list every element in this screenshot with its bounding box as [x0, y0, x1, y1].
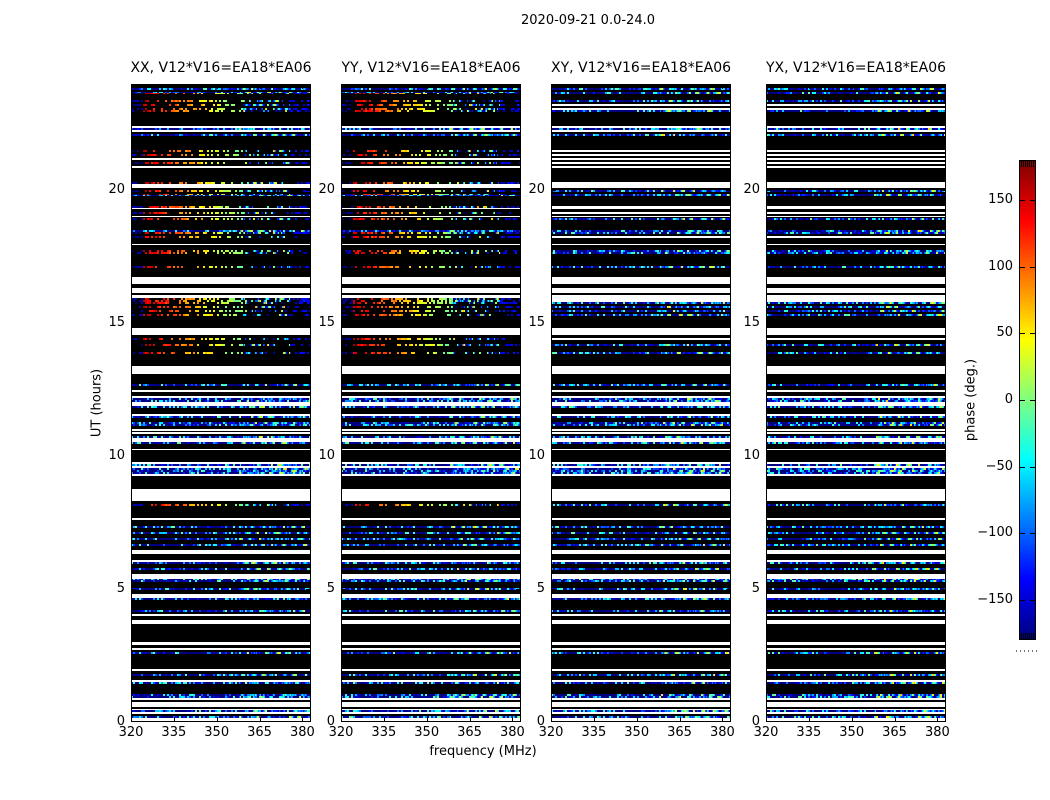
y-tick-label: 20: [743, 182, 760, 198]
x-tick-label: 320: [538, 725, 564, 740]
colorbar-tick-label: 150: [988, 192, 1013, 207]
panel-title-xx: XX, V12*V16=EA18*EA06: [130, 60, 312, 76]
heatmap-panel-xx: [131, 84, 311, 722]
y-tick-label: 10: [318, 448, 335, 464]
y-tick-label: 20: [108, 182, 125, 198]
y-tick-label: 20: [528, 182, 545, 198]
panel-title-yy: YY, V12*V16=EA18*EA06: [341, 60, 521, 76]
colorbar-tick-label: 50: [996, 325, 1013, 341]
y-tick-label: 0: [326, 714, 335, 729]
heatmap-panel-yy: [341, 84, 521, 722]
figure-title: 2020-09-21 0.0-24.0: [521, 13, 655, 28]
x-tick-label: 350: [839, 725, 865, 740]
x-tick-label: 320: [328, 725, 354, 740]
y-tick-label: 15: [743, 315, 760, 331]
x-tick-label: 350: [414, 725, 440, 740]
y-tick-label: 10: [743, 448, 760, 464]
colorbar-tick-label: 0: [1004, 392, 1013, 407]
colorbar-tick-label: −150: [977, 592, 1013, 607]
y-tick-label: 15: [528, 315, 545, 331]
y-tick-label: 0: [536, 714, 545, 729]
y-tick-label: 10: [108, 448, 125, 464]
x-axis-label: frequency (MHz): [429, 744, 537, 759]
x-tick-label: 380: [710, 725, 735, 740]
x-tick-label: 335: [161, 725, 187, 740]
heatmap-panel-yx: [766, 84, 946, 722]
y-tick-label: 10: [528, 448, 545, 464]
x-tick-label: 320: [118, 725, 144, 740]
x-tick-label: 365: [667, 725, 692, 740]
y-axis-label: UT (hours): [89, 368, 105, 438]
x-tick-label: 380: [290, 725, 315, 740]
panel-title-xy: XY, V12*V16=EA18*EA06: [550, 60, 732, 76]
x-tick-label: 335: [371, 725, 397, 740]
y-tick-label: 5: [751, 581, 760, 597]
y-tick-label: 0: [116, 714, 125, 729]
y-tick-label: 5: [116, 581, 125, 597]
y-tick-label: 0: [751, 714, 760, 729]
heatmap-panel-xy: [551, 84, 731, 722]
y-tick-label: 5: [326, 581, 335, 597]
colorbar-tick-label: −50: [985, 458, 1013, 474]
x-tick-label: 365: [457, 725, 482, 740]
y-tick-label: 20: [318, 182, 335, 198]
x-tick-label: 320: [753, 725, 779, 740]
y-tick-label: 5: [536, 581, 545, 597]
x-tick-label: 365: [247, 725, 272, 740]
colorbar: [1019, 160, 1036, 640]
x-tick-label: 335: [581, 725, 607, 740]
y-tick-label: 15: [108, 315, 125, 331]
x-tick-label: 335: [796, 725, 822, 740]
y-tick-label: 15: [318, 315, 335, 331]
panel-title-yx: YX, V12*V16=EA18*EA06: [765, 60, 947, 76]
colorbar-extend-dots: [1016, 650, 1040, 652]
x-tick-label: 380: [925, 725, 950, 740]
colorbar-tick-label: 100: [988, 258, 1013, 274]
x-tick-label: 380: [500, 725, 525, 740]
colorbar-tick-label: −100: [977, 525, 1013, 541]
x-tick-label: 350: [204, 725, 230, 740]
x-tick-label: 365: [882, 725, 907, 740]
x-tick-label: 350: [624, 725, 650, 740]
